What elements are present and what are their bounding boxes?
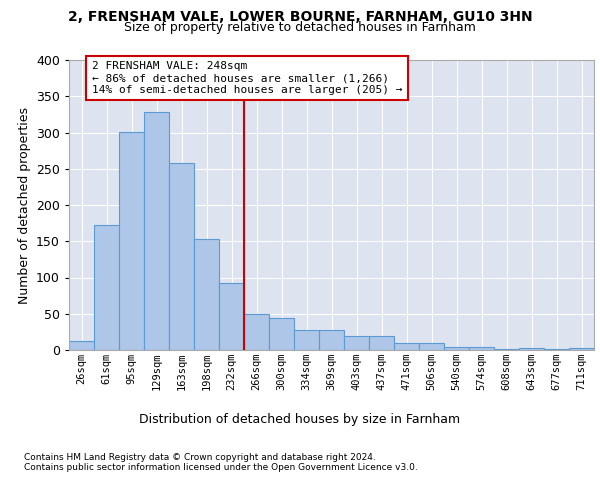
Text: Contains HM Land Registry data © Crown copyright and database right 2024.: Contains HM Land Registry data © Crown c… [24, 454, 376, 462]
Bar [469, 347, 494, 350]
Bar [344, 336, 369, 350]
Bar [319, 330, 344, 350]
Bar [169, 163, 194, 350]
Bar [444, 347, 469, 350]
Text: 2, FRENSHAM VALE, LOWER BOURNE, FARNHAM, GU10 3HN: 2, FRENSHAM VALE, LOWER BOURNE, FARNHAM,… [68, 10, 532, 24]
Bar [419, 344, 444, 350]
Text: Contains public sector information licensed under the Open Government Licence v3: Contains public sector information licen… [24, 464, 418, 472]
Bar [144, 112, 169, 350]
Bar [269, 318, 294, 350]
Bar [119, 132, 144, 350]
Bar [194, 239, 219, 350]
Bar [69, 342, 94, 350]
Bar [394, 344, 419, 350]
Bar [244, 314, 269, 350]
Bar [294, 330, 319, 350]
Text: Size of property relative to detached houses in Farnham: Size of property relative to detached ho… [124, 22, 476, 35]
Text: 2 FRENSHAM VALE: 248sqm
← 86% of detached houses are smaller (1,266)
14% of semi: 2 FRENSHAM VALE: 248sqm ← 86% of detache… [91, 62, 402, 94]
Bar [569, 348, 594, 350]
Text: Distribution of detached houses by size in Farnham: Distribution of detached houses by size … [139, 412, 461, 426]
Bar [94, 226, 119, 350]
Bar [369, 336, 394, 350]
Bar [219, 284, 244, 350]
Y-axis label: Number of detached properties: Number of detached properties [17, 106, 31, 304]
Bar [519, 348, 544, 350]
